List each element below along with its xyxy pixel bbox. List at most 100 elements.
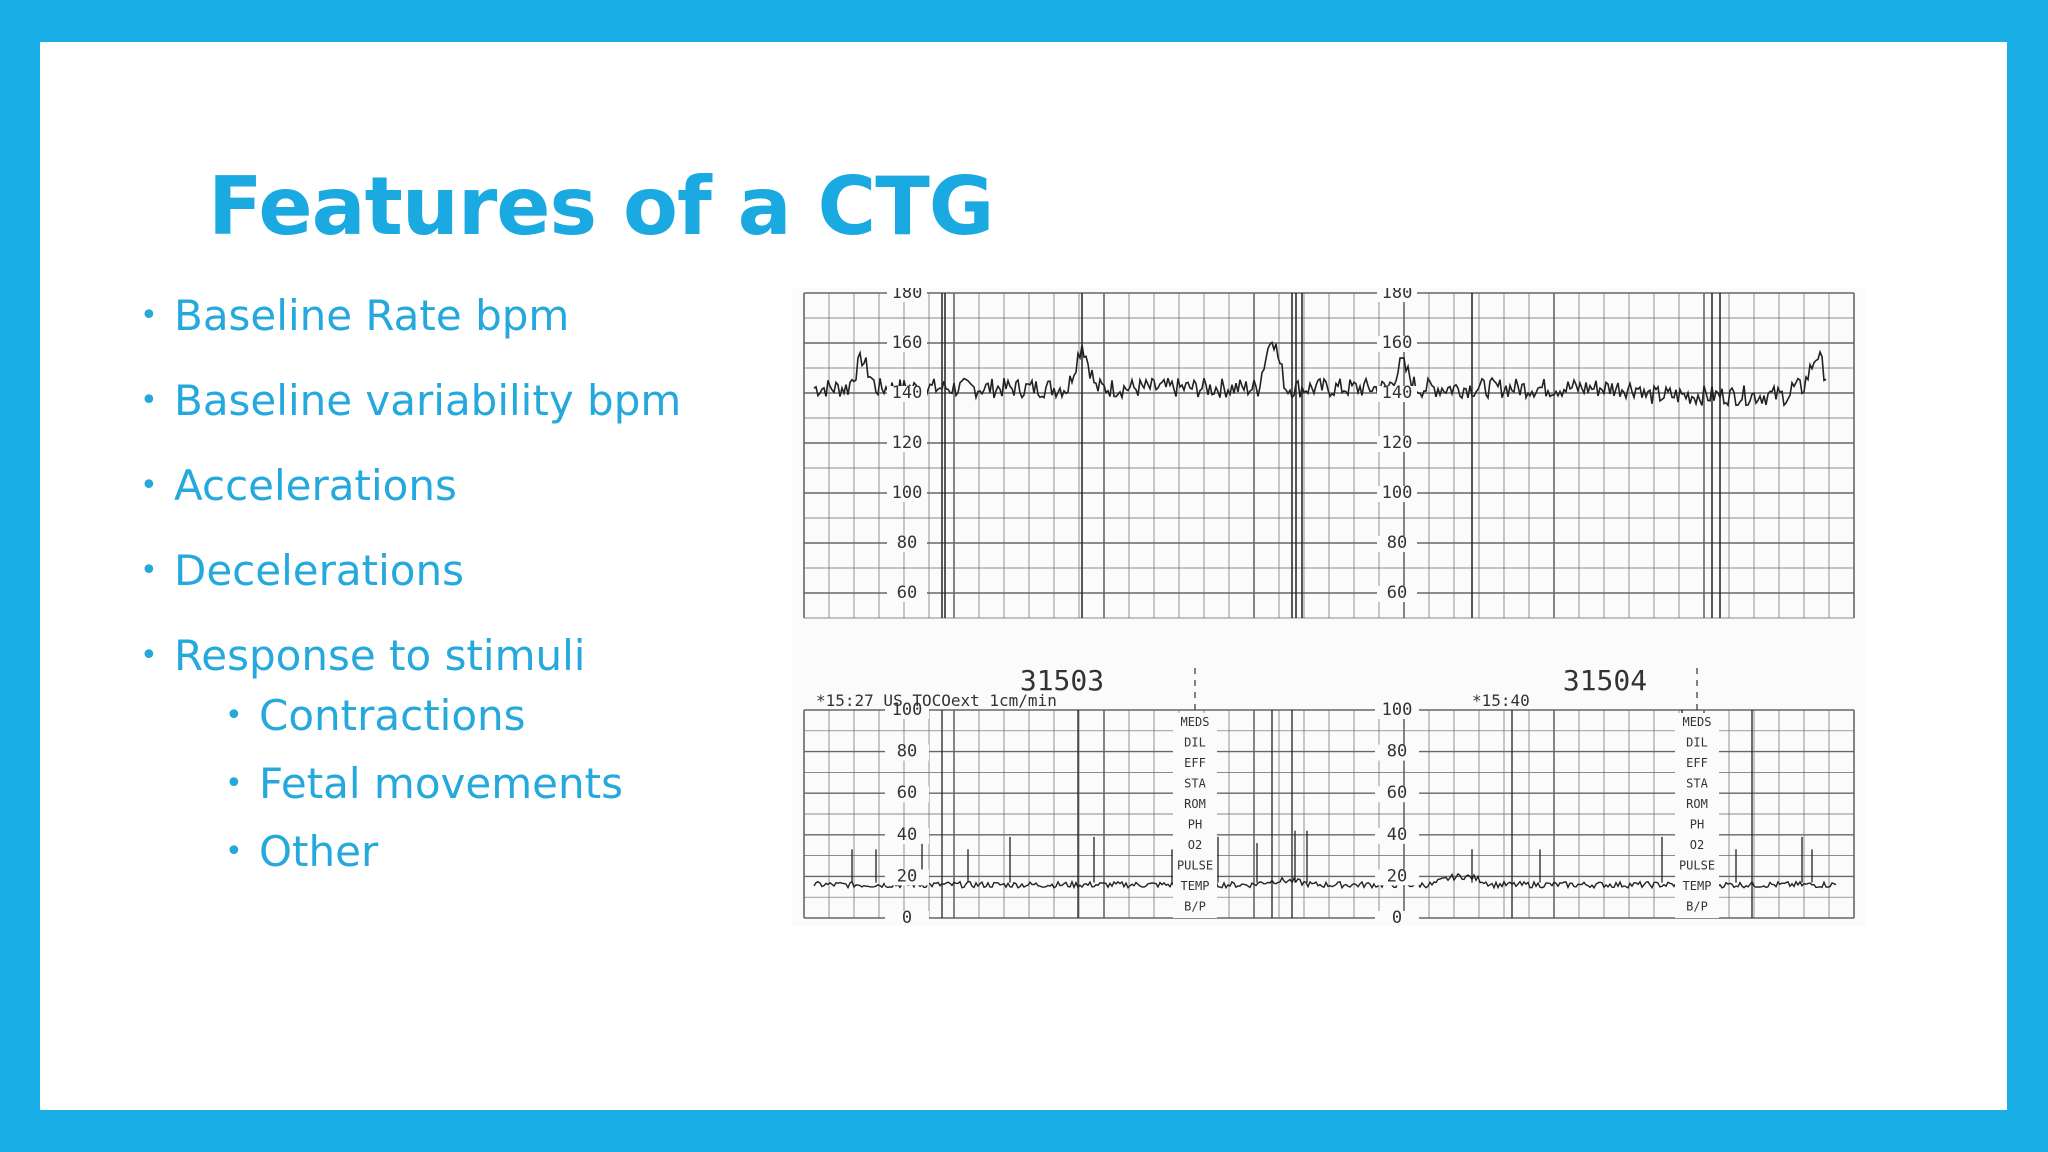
tick-label-bg	[885, 744, 929, 761]
tick-label-bg	[885, 869, 929, 886]
toco-tick-label: 20	[897, 866, 917, 886]
tick-label-bg	[887, 486, 927, 502]
annotation-label: PH	[1690, 818, 1704, 832]
tick-label-bg	[885, 703, 929, 719]
label-band	[792, 620, 1866, 706]
toco-tick-label: 60	[897, 783, 917, 803]
bullet-icon: •	[140, 298, 158, 333]
fhr-tick-label: 80	[897, 533, 917, 553]
fhr-tick-label: 160	[892, 333, 923, 353]
bullet-text: Baseline Rate bpm	[174, 291, 570, 340]
annotation-label: B/P	[1686, 900, 1708, 914]
tick-label-bg	[1375, 869, 1419, 886]
ctg-labels: 180 180 160 160 140 140 120 120 100 100 80 80 60 60 10…	[816, 288, 1719, 926]
bullet-icon: •	[140, 553, 158, 588]
bullet-icon: •	[140, 468, 158, 503]
annotation-label: STA	[1184, 777, 1206, 791]
section-number: 31503	[1020, 664, 1104, 697]
fhr-tick-label: 180	[1382, 288, 1413, 303]
tick-label-bg	[885, 827, 929, 844]
sub-bullet-text: Contractions	[259, 691, 526, 740]
fhr-tick-label: 160	[1382, 333, 1413, 353]
bullet-icon: •	[140, 383, 158, 418]
fhr-tick-label: 140	[1382, 383, 1413, 403]
annotation-label: PULSE	[1679, 859, 1715, 873]
fhr-tick-label: 120	[892, 433, 923, 453]
tick-label-bg	[887, 586, 927, 602]
annotation-label: PH	[1188, 818, 1202, 832]
fhr-tick-label: 100	[892, 483, 923, 503]
tick-label-bg	[1377, 436, 1417, 452]
annotation-label: ROM	[1686, 797, 1708, 811]
toco-tick-label: 40	[897, 825, 917, 845]
sub-bullet-text: Fetal movements	[259, 759, 623, 808]
annotation-label: DIL	[1686, 736, 1708, 750]
fhr-trace	[813, 340, 1827, 408]
tick-label-bg	[1377, 486, 1417, 502]
tick-label-bg	[1377, 288, 1417, 302]
tick-label-bg	[887, 436, 927, 452]
ctg-grid	[792, 292, 1866, 919]
fhr-tick-label: 80	[1387, 533, 1407, 553]
tick-label-bg	[1375, 827, 1419, 844]
bullet-text: Baseline variability bpm	[174, 376, 682, 425]
tick-label-bg	[887, 288, 927, 302]
annotation-bg	[1173, 713, 1217, 918]
bullet-text: Response to stimuli	[174, 631, 586, 680]
tick-label-bg	[1377, 586, 1417, 602]
toco-tick-label: 100	[1382, 700, 1413, 720]
tick-label-bg	[1377, 536, 1417, 552]
tick-label-bg	[1377, 386, 1417, 402]
annotation-label: O2	[1188, 838, 1202, 852]
toco-tick-label: 40	[1387, 825, 1407, 845]
tick-label-bg	[1375, 786, 1419, 803]
annotation-label: TEMP	[1683, 879, 1712, 893]
ctg-strip: 180 180 160 160 140 140 120 120 100 100 80 80 60 60 10…	[792, 288, 1866, 926]
bullet-icon: •	[225, 698, 243, 733]
timestamp-label: *15:27 US TOCOext 1cm/min	[816, 691, 1057, 710]
bullet-icon: •	[225, 834, 243, 869]
annotation-label: DIL	[1184, 736, 1206, 750]
ctg-traces	[813, 340, 1837, 890]
bullet-text: Decelerations	[174, 546, 464, 595]
annotation-label: PULSE	[1177, 859, 1213, 873]
annotation-label: STA	[1686, 777, 1708, 791]
toco-tick-label: 80	[1387, 742, 1407, 762]
tick-label-bg	[887, 386, 927, 402]
toco-tick-label: 60	[1387, 783, 1407, 803]
sub-bullet-text: Other	[259, 827, 379, 876]
bullet-icon: •	[225, 766, 243, 801]
annotation-label: EFF	[1184, 756, 1206, 770]
tick-label-bg	[887, 536, 927, 552]
annotation-label: ROM	[1184, 797, 1206, 811]
annotation-label: EFF	[1686, 756, 1708, 770]
tick-label-bg	[887, 336, 927, 352]
bullet-text: Accelerations	[174, 461, 457, 510]
fhr-tick-label: 60	[897, 583, 917, 603]
toco-tick-label: 0	[902, 908, 912, 926]
tick-label-bg	[1375, 911, 1419, 926]
annotation-label: O2	[1690, 838, 1704, 852]
fhr-tick-label: 180	[892, 288, 923, 303]
timestamp-label: *15:40	[1472, 691, 1530, 710]
toco-tick-label: 100	[892, 700, 923, 720]
fhr-tick-label: 60	[1387, 583, 1407, 603]
annotation-label: MEDS	[1683, 715, 1712, 729]
annotation-bg	[1675, 713, 1719, 918]
fhr-tick-label: 140	[892, 383, 923, 403]
tick-label-bg	[1377, 336, 1417, 352]
tick-label-bg	[885, 786, 929, 803]
tick-label-bg	[1375, 703, 1419, 719]
toco-tick-label: 0	[1392, 908, 1402, 926]
bullet-icon: •	[140, 638, 158, 673]
slide-title: Features of a CTG	[208, 160, 994, 253]
fhr-tick-label: 100	[1382, 483, 1413, 503]
annotation-label: B/P	[1184, 900, 1206, 914]
section-number: 31504	[1563, 664, 1647, 697]
tick-label-bg	[885, 911, 929, 926]
toco-trace	[813, 872, 1837, 890]
toco-tick-label: 80	[897, 742, 917, 762]
annotation-label: TEMP	[1181, 879, 1210, 893]
toco-tick-label: 20	[1387, 866, 1407, 886]
fhr-tick-label: 120	[1382, 433, 1413, 453]
